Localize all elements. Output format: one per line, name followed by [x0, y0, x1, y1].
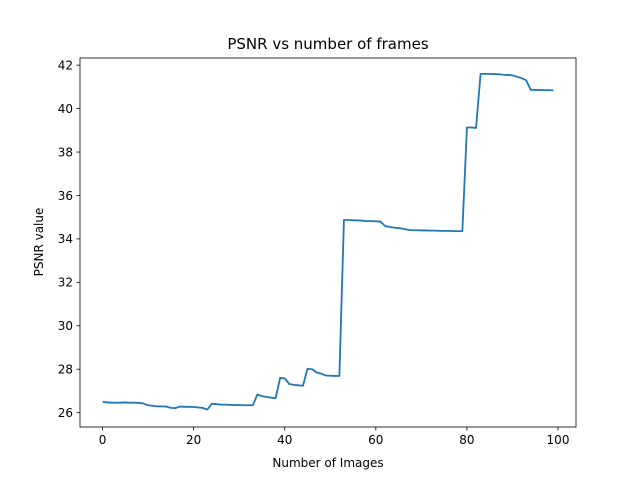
y-axis-ticks: 26 28 30 32 34 36 38 40 42: [58, 58, 80, 420]
x-tick-label: 40: [277, 433, 292, 447]
y-tick-label: 26: [58, 406, 73, 420]
y-tick-label: 36: [58, 189, 73, 203]
x-tick-label: 80: [459, 433, 474, 447]
x-tick-label: 60: [368, 433, 383, 447]
x-axis-ticks: 0 20 40 60 80 100: [99, 427, 570, 447]
plot-area: 0 20 40 60 80 100 26 28 30 32 34 36 38 40 42: [58, 57, 577, 447]
y-tick-label: 28: [58, 363, 73, 377]
x-tick-label: 20: [186, 433, 201, 447]
psnr-series-line: [102, 72, 554, 411]
y-tick-label: 38: [58, 145, 73, 159]
chart-title: PSNR vs number of frames: [227, 35, 428, 53]
y-tick-label: 42: [58, 58, 73, 72]
axes-frame: [79, 57, 577, 428]
series-layer: [102, 72, 554, 411]
y-tick-label: 40: [58, 102, 73, 116]
y-tick-label: 30: [58, 319, 73, 333]
y-tick-label: 32: [58, 276, 73, 290]
y-axis-label: PSNR value: [32, 208, 46, 277]
y-tick-label: 34: [58, 232, 73, 246]
x-tick-label: 0: [99, 433, 107, 447]
x-tick-label: 100: [547, 433, 570, 447]
x-axis-label: Number of Images: [272, 456, 383, 470]
